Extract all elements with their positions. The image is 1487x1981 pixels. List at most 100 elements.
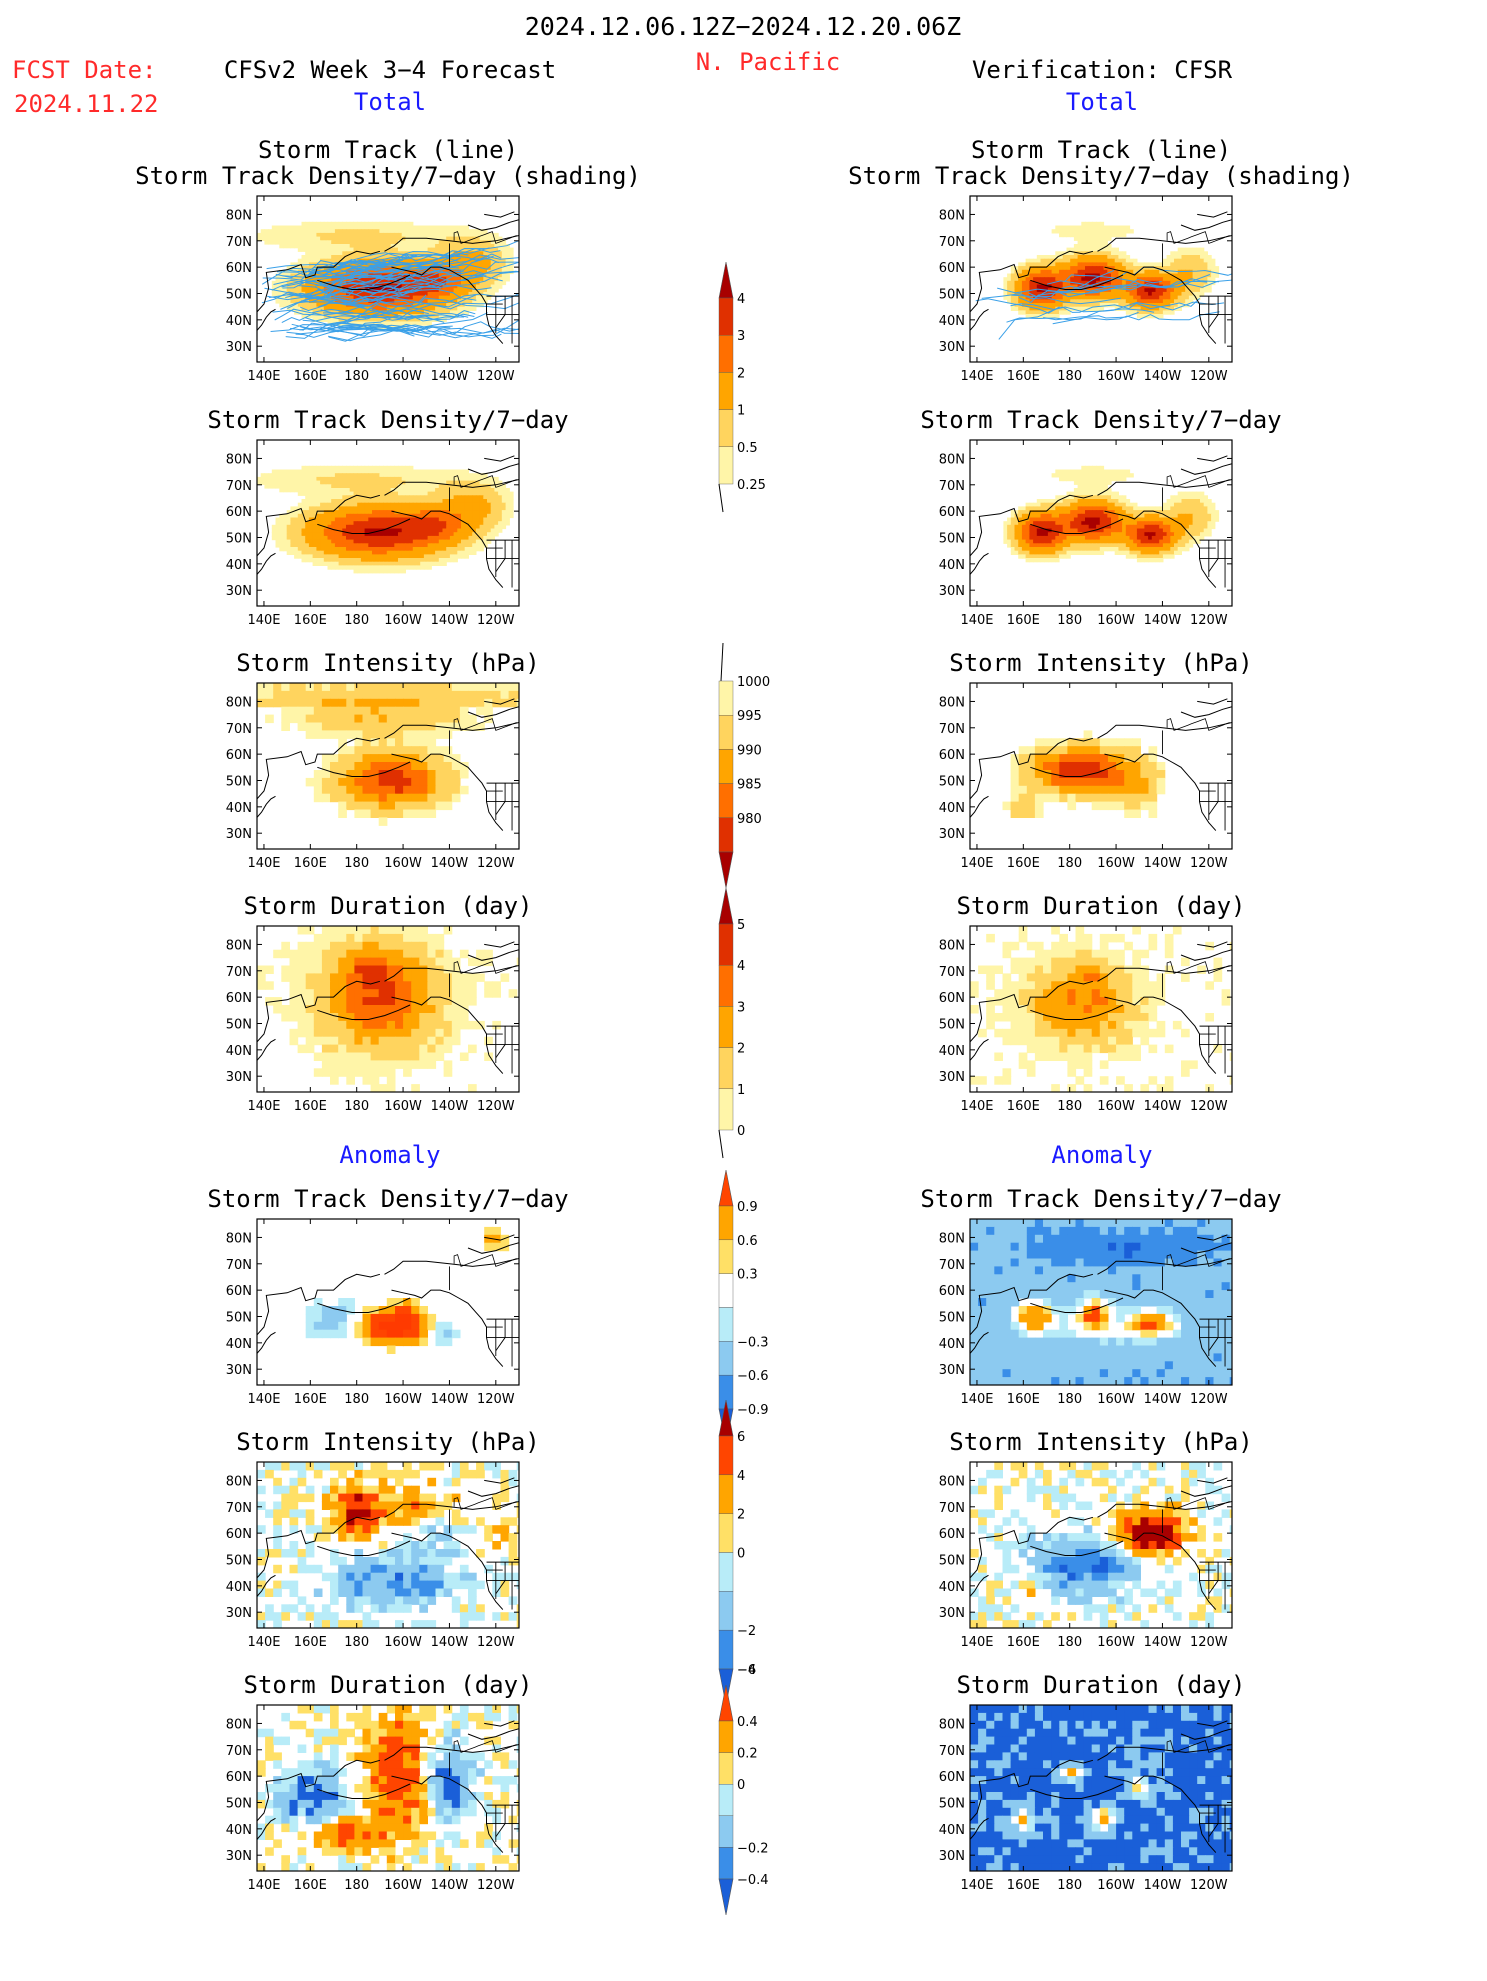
shade-cell — [273, 1509, 282, 1518]
shade-cell — [439, 558, 443, 562]
shade-cell — [322, 691, 331, 700]
shade-cell — [338, 1005, 347, 1014]
shade-cell — [411, 1557, 420, 1566]
shade-cell — [257, 699, 266, 708]
shade-cell — [457, 503, 461, 507]
shade-cell — [290, 1494, 299, 1503]
shade-cell — [387, 810, 396, 819]
shade-cell — [457, 543, 461, 547]
shade-cell — [476, 529, 480, 533]
shade-cell — [354, 997, 363, 1006]
shade-cell — [428, 543, 432, 547]
shade-cell — [290, 973, 299, 982]
shade-cell — [287, 237, 291, 241]
shade-cell — [391, 226, 395, 230]
shade-cell — [357, 569, 361, 573]
shade-cell — [476, 707, 485, 716]
shade-cell — [372, 558, 376, 562]
shade-cell — [342, 536, 346, 540]
shade-cell — [361, 562, 365, 566]
shade-cell — [298, 484, 302, 488]
lat-label: 40N — [226, 1337, 252, 1352]
shade-cell — [427, 1596, 436, 1605]
shade-cell — [322, 1517, 331, 1526]
shade-cell — [287, 532, 291, 536]
shade-cell — [460, 699, 469, 708]
shade-cell — [322, 730, 331, 739]
shade-cell — [402, 543, 406, 547]
shade-cell — [383, 536, 387, 540]
shade-cell — [331, 229, 335, 233]
lon-label: 160E — [294, 369, 327, 384]
shade-cell — [483, 503, 487, 507]
shade-cell — [314, 981, 323, 990]
shade-cell — [439, 470, 443, 474]
shade-cell — [371, 1573, 380, 1582]
shade-cell — [431, 551, 435, 555]
shade-cell — [444, 1760, 453, 1769]
shade-cell — [427, 1060, 436, 1069]
shade-cell — [309, 477, 313, 481]
shade-cell — [372, 518, 376, 522]
shade-cell — [501, 699, 510, 708]
shade-cell — [322, 1705, 331, 1714]
shade-cell — [409, 477, 413, 481]
shade-cell — [379, 723, 388, 732]
shade-cell — [413, 558, 417, 562]
shade-cell — [419, 1053, 428, 1062]
shade-cell — [439, 495, 443, 499]
shade-cell — [465, 307, 469, 311]
shade-cell — [387, 514, 391, 518]
shade-cell — [444, 786, 453, 795]
shade-cell — [354, 691, 363, 700]
lon-label: 140W — [431, 613, 469, 628]
shade-cell — [354, 786, 363, 795]
shade-cell — [420, 240, 424, 244]
shade-cell — [419, 746, 428, 755]
shade-cell — [483, 532, 487, 536]
shade-cell — [476, 1470, 485, 1479]
shade-cell — [413, 506, 417, 510]
shade-cell — [424, 532, 428, 536]
shade-cell — [450, 296, 454, 300]
shade-cell — [354, 730, 363, 739]
shade-cell — [279, 543, 283, 547]
shade-cell — [330, 1037, 339, 1046]
shade-cell — [411, 1760, 420, 1769]
shade-cell — [322, 1045, 331, 1054]
shade-cell — [460, 1053, 469, 1062]
shade-cell — [281, 1494, 290, 1503]
shade-cell — [379, 691, 388, 700]
shade-cell — [294, 233, 298, 237]
shade-cell — [298, 950, 307, 959]
lat-label: 80N — [226, 695, 252, 710]
shade-cell — [338, 1565, 347, 1574]
shade-cell — [403, 1760, 412, 1769]
shade-cell — [435, 540, 439, 544]
shade-cell — [379, 510, 383, 514]
shade-cell — [322, 989, 331, 998]
shade-cell — [398, 470, 402, 474]
shade-cell — [443, 296, 447, 300]
shade-cell — [494, 529, 498, 533]
shade-cell — [387, 942, 396, 951]
shade-cell — [342, 470, 346, 474]
shade-cell — [379, 997, 388, 1006]
shade-cell — [371, 802, 380, 811]
shade-cell — [509, 499, 513, 503]
shade-cell — [265, 1612, 274, 1621]
shade-cell — [379, 1005, 388, 1014]
shade-cell — [419, 778, 428, 787]
shade-cell — [371, 1729, 380, 1738]
shade-cell — [460, 1581, 469, 1590]
shade-cell — [402, 499, 406, 503]
shade-cell — [371, 1486, 380, 1495]
political-border — [496, 1045, 505, 1058]
shade-cell — [468, 1581, 477, 1590]
shade-cell — [335, 477, 339, 481]
shade-cell — [436, 1045, 445, 1054]
shade-cell — [417, 525, 421, 529]
shade-cell — [354, 1573, 363, 1582]
shade-cell — [398, 226, 402, 230]
